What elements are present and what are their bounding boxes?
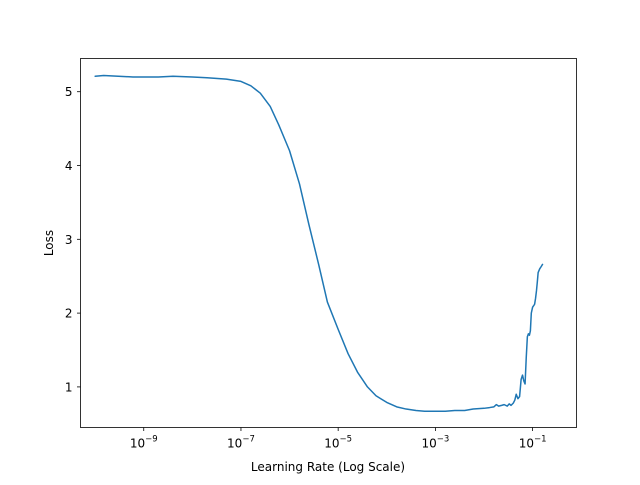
y-tick-label: 4 xyxy=(65,159,73,173)
x-tick-label: 10−9 xyxy=(130,435,158,451)
y-axis-label: Loss xyxy=(42,230,56,256)
y-tick-label: 2 xyxy=(65,307,73,321)
x-tick-label: 10−3 xyxy=(421,435,449,451)
plot-frame xyxy=(80,58,577,428)
y-tick-label: 5 xyxy=(65,85,73,99)
y-tick-label: 1 xyxy=(65,380,73,394)
x-tick-label: 10−5 xyxy=(324,435,352,451)
x-axis-label: Learning Rate (Log Scale) xyxy=(251,460,405,474)
x-tick-label: 10−1 xyxy=(519,435,547,451)
loss-line xyxy=(94,74,544,413)
x-tick-label: 10−7 xyxy=(227,435,255,451)
y-tick-label: 3 xyxy=(65,233,73,247)
